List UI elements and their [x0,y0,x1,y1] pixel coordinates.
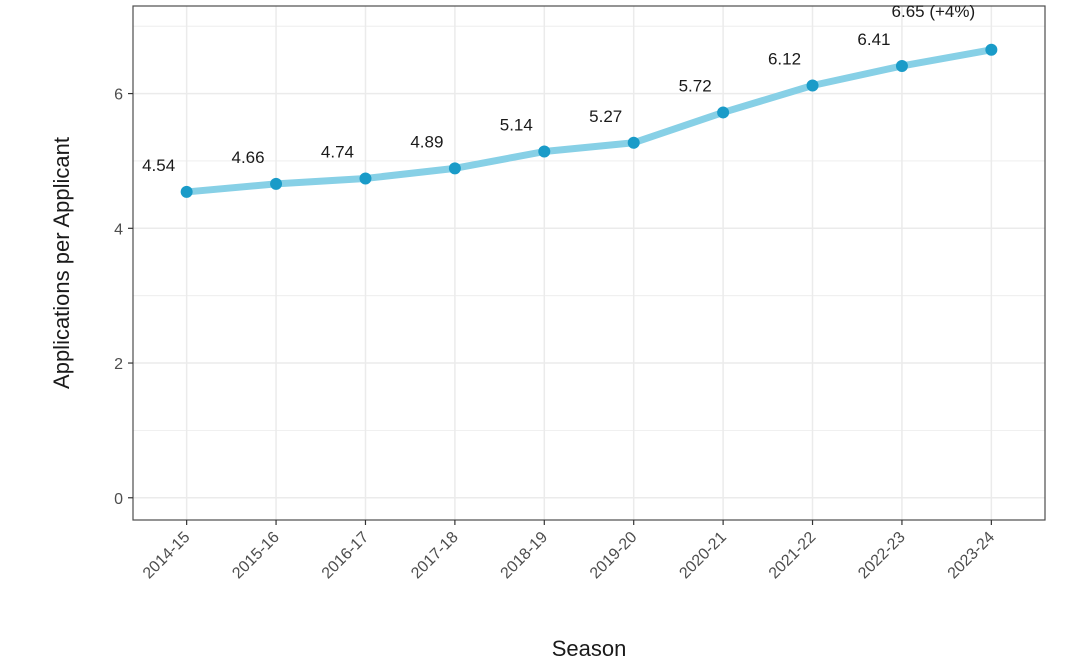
data-point [448,162,461,175]
data-label: 5.14 [500,116,533,135]
y-tick-label: 4 [114,221,123,238]
data-label: 6.65 (+4%) [892,2,976,21]
data-point [359,172,372,185]
data-point [717,106,730,119]
data-point [538,145,551,158]
data-point [270,177,283,190]
data-label: 4.89 [410,132,443,151]
data-labels: 4.54 4.66 4.74 4.89 5.14 5.27 5.72 6.12 6.416.65… [142,2,975,175]
series-line [183,46,995,196]
data-point [627,136,640,149]
grid-lines [133,6,1045,520]
data-label: 5.72 [679,76,712,95]
data-label: 6.41 [857,30,890,49]
data-point [806,79,819,92]
y-tick-label: 0 [114,491,123,508]
panel-border [132,5,1046,521]
data-point [895,59,908,72]
data-label: 4.74 [321,142,354,161]
y-tick-label: 6 [114,87,123,104]
series-line-group [180,43,998,198]
data-point [180,185,193,198]
data-label: 6.12 [768,49,801,68]
y-tick-label: 2 [114,356,123,373]
y-axis-title: Applications per Applicant [49,137,74,389]
x-axis-title: Season [552,636,627,661]
data-label: 4.54 [142,156,175,175]
data-label: 5.27 [589,107,622,126]
data-label: 4.66 [232,148,265,167]
y-axis: 0 2 4 6 [114,87,133,508]
data-point [985,43,998,56]
